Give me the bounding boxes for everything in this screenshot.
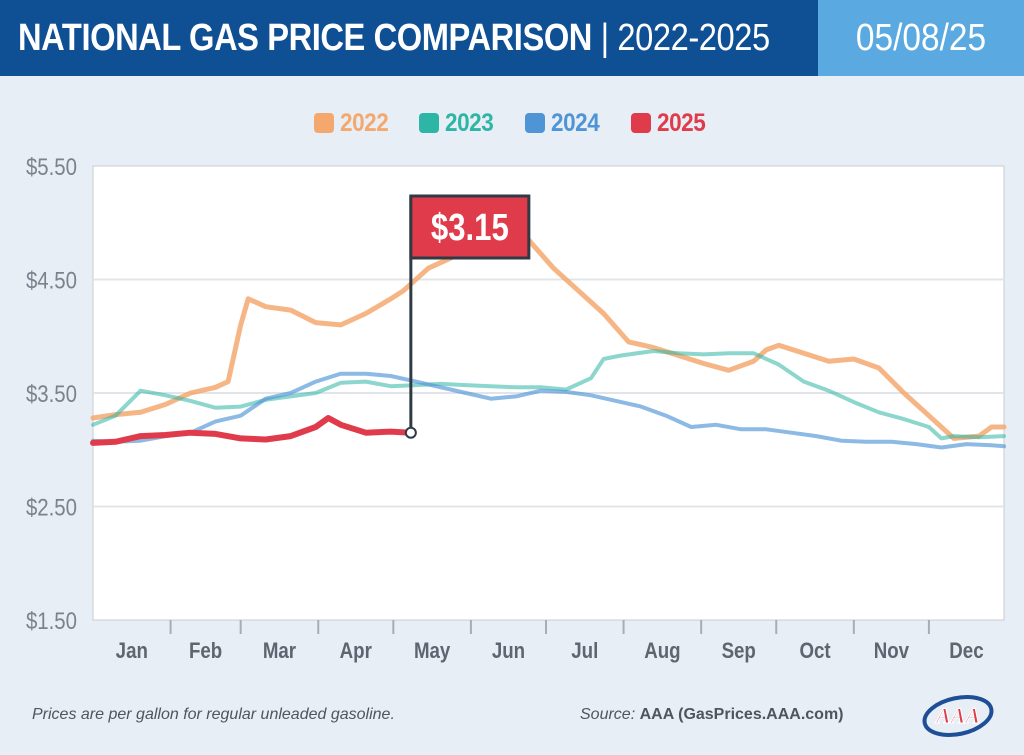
- legend-swatch-2024: [525, 113, 545, 133]
- legend-swatch-2023: [419, 113, 440, 133]
- legend-label-2022: 2022: [339, 108, 389, 137]
- date-label: 05/08/25: [855, 17, 987, 59]
- x-tick-label: Jun: [492, 640, 525, 664]
- x-tick-label: Sep: [722, 640, 756, 664]
- legend-label-2023: 2023: [445, 108, 494, 137]
- x-tick-label: Oct: [799, 640, 830, 664]
- x-tick-label: May: [414, 640, 451, 664]
- x-tick-label: Jan: [116, 640, 148, 664]
- callout-box: [409, 194, 531, 260]
- x-tick-label: Mar: [263, 640, 296, 664]
- x-tick-label: Feb: [189, 640, 222, 664]
- chart-legend: 2022 2023 2024 2025: [0, 108, 1024, 138]
- x-tick-label: Nov: [874, 640, 910, 664]
- title-separator: |: [600, 17, 610, 59]
- page-title: NATIONAL GAS PRICE COMPARISON | 2022-202…: [18, 10, 770, 66]
- legend-item-2024: 2024: [525, 108, 605, 138]
- source-label: Source:: [580, 706, 636, 723]
- source-org: AAA (GasPrices.AAA.com): [639, 706, 844, 723]
- title-years: 2022-2025: [617, 17, 770, 59]
- y-tick-label: $3.50: [26, 380, 77, 407]
- source-credit: Source: AAA (GasPrices.AAA.com): [580, 706, 844, 724]
- footnote: Prices are per gallon for regular unlead…: [32, 706, 395, 723]
- x-tick-label: Aug: [644, 640, 680, 664]
- series-line-2025: [90, 415, 414, 446]
- legend-item-2023: 2023: [419, 108, 499, 138]
- x-tick-label: Jul: [571, 640, 598, 664]
- title-main: NATIONAL GAS PRICE COMPARISON: [18, 17, 592, 59]
- x-tick-label: Dec: [949, 640, 983, 664]
- series-line-2024: [91, 371, 1006, 450]
- legend-label-2025: 2025: [656, 108, 706, 137]
- callout-label: $3.15: [431, 207, 509, 249]
- y-tick-label: $1.50: [26, 607, 77, 634]
- x-tick-label: Apr: [340, 640, 372, 664]
- callout-point: [404, 426, 417, 439]
- y-tick-label: $2.50: [26, 494, 77, 521]
- legend-item-2022: 2022: [313, 108, 394, 138]
- header-bar: NATIONAL GAS PRICE COMPARISON | 2022-202…: [0, 0, 1024, 76]
- legend-item-2025: 2025: [630, 108, 711, 138]
- series-line-2023: [91, 349, 1006, 441]
- aaa-logo-icon: AAA: [922, 695, 994, 737]
- aaa-logo-text: AAA: [934, 703, 980, 728]
- legend-label-2024: 2024: [551, 108, 600, 137]
- legend-swatch-2025: [630, 113, 651, 133]
- legend-swatch-2022: [313, 113, 334, 133]
- date-box: 05/08/25: [818, 0, 1024, 76]
- y-tick-label: $4.50: [26, 267, 77, 294]
- y-tick-label: $5.50: [26, 153, 77, 180]
